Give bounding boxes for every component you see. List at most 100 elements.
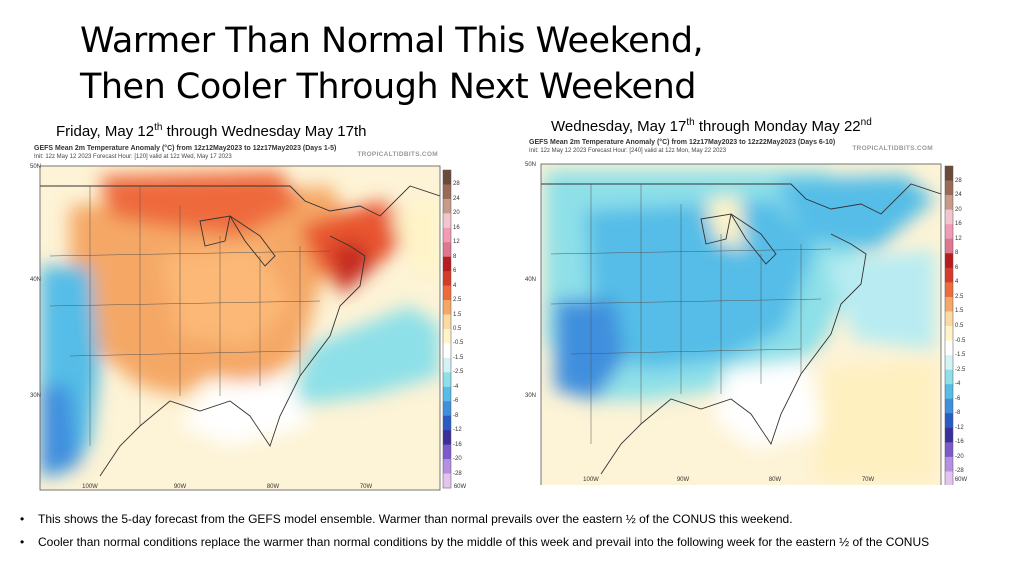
colorbar-swatch <box>443 285 451 301</box>
left-panel-subtitle: Friday, May 12th through Wednesday May 1… <box>56 122 366 140</box>
right-map-brand: TROPICALTIDBITS.COM <box>852 145 933 152</box>
colorbar-label: -12 <box>955 424 964 431</box>
colorbar-label: 16 <box>453 224 460 231</box>
colorbar-label: -1.5 <box>453 354 464 361</box>
colorbar-swatch <box>443 430 451 445</box>
bullet-marker: • <box>20 512 25 526</box>
right-map-init: Init: 12z May 12 2023 Forecast Hour: [24… <box>529 148 727 154</box>
colorbar-swatch <box>945 427 953 443</box>
near-normal-southeast <box>715 360 825 450</box>
left-map-brand: TROPICALTIDBITS.COM <box>357 151 438 158</box>
colorbar-swatch <box>945 209 953 225</box>
right-subtitle-sup: th <box>686 117 695 128</box>
state-borders <box>49 186 331 446</box>
lon-label-90w: 90W <box>173 484 187 490</box>
colorbar-label: 24 <box>955 192 962 199</box>
right-panel-subtitle: Wednesday, May 17th through Monday May 2… <box>551 117 872 135</box>
bullet-item-1: • This shows the 5-day forecast from the… <box>20 512 990 527</box>
lon-label-80w: 80W <box>768 477 782 483</box>
colorbar-swatch <box>945 340 953 356</box>
colorbar-label: -8 <box>955 410 961 417</box>
colorbar-swatch <box>945 253 953 269</box>
colorbar-label: 0.5 <box>955 323 964 329</box>
bullet-marker: • <box>20 534 25 549</box>
colorbar-swatch <box>443 343 451 359</box>
colorbar-swatch <box>443 444 451 460</box>
colorbar-swatch <box>443 401 451 417</box>
right-subtitle-sup2: nd <box>860 117 872 128</box>
colorbar-swatch <box>443 213 451 229</box>
cool-anomaly-southwest <box>555 300 625 400</box>
colorbar-swatch <box>945 296 953 312</box>
colorbar-swatch <box>443 415 451 431</box>
colorbar-swatch <box>945 224 953 240</box>
colorbar-label: -28 <box>453 470 462 477</box>
colorbar-label: 2.5 <box>453 297 462 304</box>
colorbar-label: -1.5 <box>955 352 966 359</box>
colorbar-swatch <box>945 180 953 196</box>
colorbar-swatch <box>443 314 451 330</box>
slide-title-line2: Then Cooler Through Next Weekend <box>80 67 696 107</box>
colorbar-swatch <box>443 473 451 489</box>
colorbar-swatch <box>443 198 451 214</box>
colorbar-label: -2.5 <box>955 366 966 373</box>
colorbar-label: -20 <box>453 456 462 463</box>
colorbar-swatch <box>945 282 953 298</box>
colorbar-swatch <box>945 456 953 472</box>
colorbar-label: -8 <box>453 412 459 419</box>
colorbar-swatch <box>443 256 451 272</box>
colorbar-label: -20 <box>955 453 964 460</box>
left-map-init: Init: 12z May 12 2023 Forecast Hour: [12… <box>34 154 232 160</box>
colorbar-label: -0.5 <box>955 337 966 344</box>
colorbar-label: -28 <box>955 468 964 475</box>
colorbar-swatch <box>945 238 953 254</box>
colorbar-label: 28 <box>955 177 962 184</box>
lat-label-40n: 40N <box>525 277 537 283</box>
colorbar-swatch <box>945 311 953 327</box>
colorbar-label: -6 <box>955 395 961 402</box>
colorbar-swatch <box>443 357 451 373</box>
lat-label-50n: 50N <box>525 162 537 168</box>
lon-label-70w: 70W <box>861 477 875 483</box>
bullet-item-2: • Cooler than normal conditions replace … <box>20 535 990 550</box>
cool-anomaly-southwest <box>40 386 80 476</box>
left-subtitle-sup: th <box>154 122 163 133</box>
colorbar-label: 20 <box>955 206 962 213</box>
colorbar-swatch <box>945 369 953 385</box>
colorbar-frame <box>944 165 954 485</box>
right-colorbar <box>944 165 954 485</box>
colorbar-swatch <box>945 413 953 429</box>
colorbar-swatch <box>945 195 953 210</box>
colorbar-swatch <box>945 442 953 458</box>
map-frame <box>540 163 942 485</box>
colorbar-label: 20 <box>453 210 460 217</box>
lat-label-50n: 50N <box>30 164 42 170</box>
colorbar-label: 12 <box>955 235 962 242</box>
colorbar-label: 6 <box>955 264 959 271</box>
right-anomaly-map <box>540 163 954 485</box>
coastlines <box>541 183 941 475</box>
colorbar-label: 4 <box>453 282 457 289</box>
colorbar-swatch <box>945 355 953 370</box>
warm-anomaly-atlantic <box>815 360 935 480</box>
lon-label-100w: 100W <box>82 484 98 490</box>
left-colorbar <box>442 169 452 489</box>
lon-label-90w: 90W <box>676 477 690 483</box>
left-forecast-map-panel: GEFS Mean 2m Temperature Anomaly (°C) fr… <box>30 145 468 491</box>
colorbar-swatch <box>945 384 953 400</box>
colorbar-swatch <box>443 227 451 243</box>
colorbar-label: -16 <box>453 441 462 448</box>
colorbar-label: -2.5 <box>453 369 464 376</box>
colorbar-swatch <box>443 242 451 258</box>
left-subtitle-text2: through Wednesday May 17th <box>162 123 367 140</box>
lon-label-70w: 70W <box>359 484 373 490</box>
near-normal-lake-michigan <box>705 195 745 250</box>
colorbar-label: -4 <box>453 383 459 390</box>
colorbar-swatch <box>443 170 451 185</box>
lon-label-100w: 100W <box>583 477 599 483</box>
colorbar-label: -0.5 <box>453 340 464 347</box>
cool-anomaly-central <box>585 200 815 370</box>
lon-label-60w: 60W <box>954 477 968 483</box>
colorbar-label: 12 <box>453 239 460 246</box>
colorbar-label: 0.5 <box>453 326 462 332</box>
